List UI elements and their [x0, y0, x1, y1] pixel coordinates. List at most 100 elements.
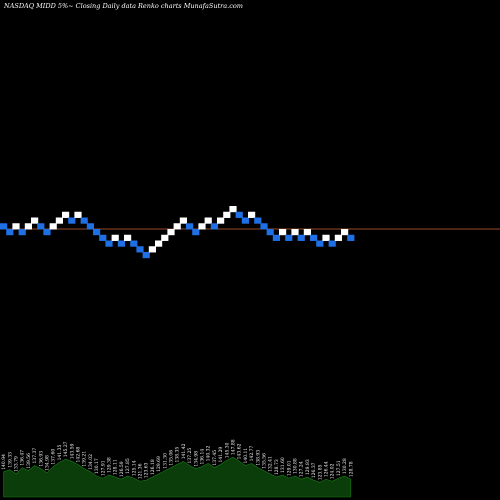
up-brick [167, 229, 175, 236]
value-label: 135.06 [169, 450, 175, 466]
up-brick [31, 217, 39, 224]
value-label: 145.27 [63, 441, 69, 457]
value-label: 137.60 [51, 449, 57, 465]
value-label: 142.77 [249, 446, 255, 462]
up-brick [204, 217, 212, 224]
down-brick [328, 240, 336, 247]
value-label: 129.38 [107, 457, 113, 473]
value-label: 136.14 [200, 449, 206, 465]
value-label: 130.28 [342, 458, 348, 474]
up-brick [49, 223, 57, 230]
down-brick [37, 223, 45, 230]
down-brick [285, 234, 293, 241]
value-label: 129.69 [156, 456, 162, 472]
chart-title: NASDAQ MIDD 5%~ Closing Daily data Renko… [3, 2, 243, 10]
value-label: 137.25 [187, 448, 193, 464]
value-label: 142.68 [76, 447, 82, 463]
value-label: 138.93 [255, 450, 261, 466]
value-label: 140.32 [206, 446, 212, 462]
up-brick [334, 234, 342, 241]
value-label: 136.93 [38, 451, 44, 467]
value-label: 129.83 [305, 459, 311, 475]
down-brick [6, 229, 14, 236]
value-label: 127.85 [125, 458, 131, 474]
down-brick [186, 223, 194, 230]
up-brick [223, 211, 231, 218]
value-label: 124.02 [330, 463, 336, 479]
down-brick [254, 217, 262, 224]
up-brick [24, 223, 32, 230]
value-label: 127.91 [100, 460, 106, 476]
value-label: 128.11 [113, 459, 119, 475]
up-brick [217, 217, 225, 224]
value-label: 128.73 [274, 459, 280, 475]
value-label: 121.36 [138, 463, 144, 479]
down-brick [142, 252, 150, 259]
value-label: 130.88 [293, 458, 299, 474]
down-brick [68, 217, 76, 224]
up-brick [55, 217, 63, 224]
down-brick [297, 234, 305, 241]
down-brick [93, 229, 101, 236]
up-brick [198, 223, 206, 230]
up-brick [12, 223, 20, 230]
up-brick [303, 229, 311, 236]
value-labels: 140.94 139.33 133.79 136.47 139.56 137.37 136.… [1, 439, 354, 480]
up-brick [155, 240, 163, 247]
value-label: 141.29 [218, 447, 224, 463]
value-label: 134.98 [193, 451, 199, 467]
value-label: 134.02 [88, 454, 94, 470]
up-brick [124, 234, 132, 241]
value-label: 141.42 [181, 443, 187, 459]
value-label: 137.45 [212, 450, 218, 466]
value-label: 139.33 [7, 452, 13, 468]
value-label: 126.18 [150, 459, 156, 475]
value-label: 138.35 [175, 447, 181, 463]
value-label: 147.88 [231, 439, 237, 455]
down-brick [316, 240, 324, 247]
renko-bricks [0, 206, 355, 259]
value-label: 126.59 [119, 461, 125, 477]
value-label: 128.78 [348, 461, 354, 477]
up-brick [291, 229, 299, 236]
value-label: 139.21 [82, 451, 88, 467]
down-brick [0, 223, 8, 230]
value-label: 141.35 [57, 444, 63, 460]
down-brick [241, 217, 249, 224]
up-brick [74, 211, 82, 218]
value-label: 143.62 [237, 443, 243, 459]
value-label: 125.14 [131, 460, 137, 476]
value-label: 140.94 [1, 454, 7, 470]
down-brick [43, 229, 51, 236]
down-brick [80, 217, 88, 224]
down-brick [117, 240, 125, 247]
value-label: 129.01 [286, 460, 292, 476]
down-brick [272, 234, 280, 241]
down-brick [86, 223, 94, 230]
up-brick [111, 234, 119, 241]
value-label: 134.98 [45, 455, 51, 471]
up-brick [279, 229, 287, 236]
down-brick [18, 229, 26, 236]
value-label: 137.37 [32, 448, 38, 464]
volume-area-shape [3, 456, 352, 498]
value-label: 123.63 [144, 462, 150, 478]
up-brick [173, 223, 181, 230]
value-label: 145.30 [224, 442, 230, 458]
down-brick [99, 234, 107, 241]
down-brick [136, 246, 144, 253]
down-brick [310, 234, 318, 241]
up-brick [322, 234, 330, 241]
up-brick [179, 217, 187, 224]
down-brick [235, 211, 243, 218]
up-brick [62, 211, 70, 218]
value-label: 139.56 [26, 453, 32, 469]
value-label: 143.59 [69, 443, 75, 459]
volume-area [3, 456, 352, 498]
value-label: 135.56 [262, 453, 268, 469]
down-brick [192, 229, 200, 236]
down-brick [260, 223, 268, 230]
up-brick [341, 229, 349, 236]
